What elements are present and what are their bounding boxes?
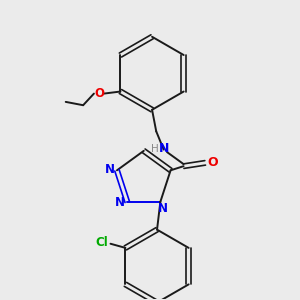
Text: N: N (158, 142, 169, 155)
Text: N: N (158, 202, 167, 215)
Text: N: N (105, 163, 115, 176)
Text: N: N (115, 196, 125, 209)
Text: H: H (151, 144, 158, 154)
Text: Cl: Cl (95, 236, 108, 249)
Text: O: O (207, 156, 217, 170)
Text: O: O (94, 87, 104, 100)
